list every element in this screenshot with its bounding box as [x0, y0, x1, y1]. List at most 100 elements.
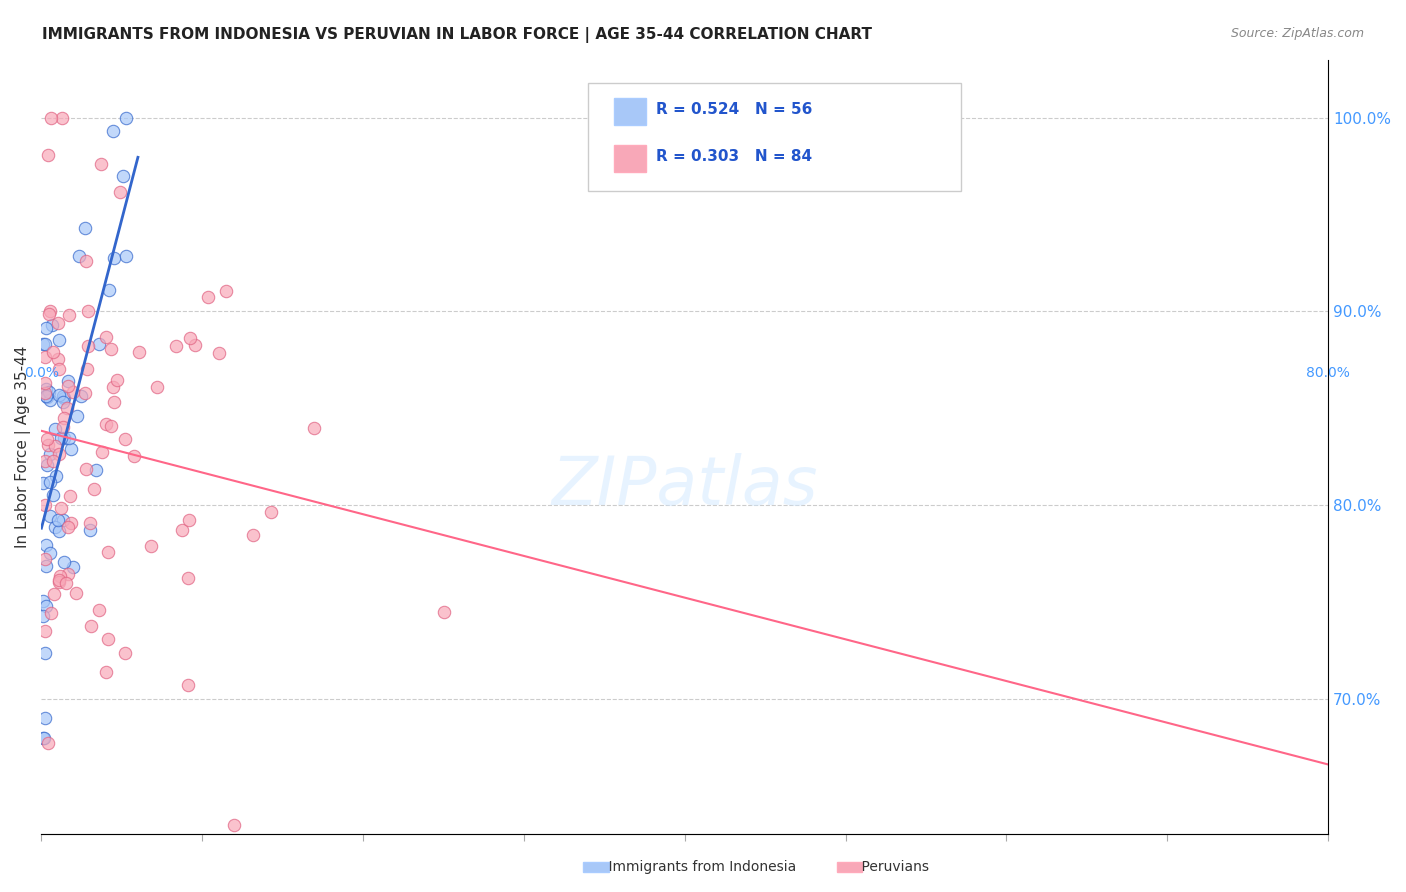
- Point: [59, 516, 82, 530]
- Point: [38, 508, 60, 523]
- Point: [170, 523, 193, 537]
- Point: [114, 433, 136, 447]
- Point: [52, 395, 75, 409]
- Point: [35, 321, 58, 335]
- Point: [32, 609, 55, 624]
- Text: ZIPatlas: ZIPatlas: [551, 453, 818, 519]
- Point: [42, 587, 65, 601]
- Point: [48, 447, 70, 461]
- Point: [35, 389, 58, 403]
- Point: [42, 454, 65, 468]
- Point: [79, 516, 101, 531]
- Point: [52, 420, 75, 434]
- Point: [52, 513, 75, 527]
- Point: [89, 336, 111, 351]
- Point: [39, 475, 62, 489]
- Point: [38, 392, 60, 407]
- Point: [58, 378, 80, 392]
- Point: [35, 458, 58, 472]
- Point: [114, 647, 136, 661]
- Point: [114, 249, 136, 263]
- Point: [79, 523, 101, 537]
- Point: [76, 362, 98, 376]
- Point: [35, 433, 58, 447]
- Point: [37, 736, 59, 750]
- Point: [224, 818, 246, 832]
- Point: [49, 569, 72, 583]
- Point: [44, 422, 66, 436]
- Point: [49, 431, 72, 445]
- Point: [304, 421, 326, 435]
- Point: [101, 124, 124, 138]
- Point: [75, 254, 97, 268]
- Point: [34, 454, 56, 468]
- Point: [146, 380, 169, 394]
- Point: [41, 606, 63, 620]
- Point: [46, 352, 69, 367]
- Point: [94, 417, 117, 431]
- Point: [66, 409, 89, 423]
- Point: [80, 619, 103, 633]
- Point: [96, 545, 118, 559]
- Point: [179, 331, 201, 345]
- Point: [46, 513, 69, 527]
- Y-axis label: In Labor Force | Age 35-44: In Labor Force | Age 35-44: [15, 346, 31, 549]
- Point: [73, 220, 96, 235]
- Point: [48, 361, 70, 376]
- Text: 80.0%: 80.0%: [1306, 366, 1350, 380]
- Point: [34, 382, 56, 396]
- Point: [39, 447, 62, 461]
- FancyBboxPatch shape: [614, 98, 647, 126]
- Point: [73, 386, 96, 401]
- Point: [34, 624, 56, 638]
- Point: [83, 482, 105, 496]
- Point: [177, 571, 200, 585]
- Point: [87, 603, 110, 617]
- Point: [70, 389, 93, 403]
- Point: [242, 528, 264, 542]
- Bar: [583, 862, 609, 872]
- Point: [177, 512, 200, 526]
- Point: [97, 632, 120, 647]
- Point: [94, 330, 117, 344]
- Bar: [837, 862, 862, 872]
- Point: [34, 711, 56, 725]
- Point: [77, 339, 100, 353]
- Text: IMMIGRANTS FROM INDONESIA VS PERUVIAN IN LABOR FORCE | AGE 35-44 CORRELATION CHA: IMMIGRANTS FROM INDONESIA VS PERUVIAN IN…: [42, 27, 872, 43]
- Point: [49, 500, 72, 515]
- Point: [35, 538, 58, 552]
- Point: [75, 462, 97, 476]
- Point: [48, 524, 70, 538]
- Point: [37, 147, 59, 161]
- Point: [34, 558, 56, 573]
- Point: [37, 438, 59, 452]
- Point: [128, 345, 150, 359]
- Point: [108, 186, 131, 200]
- Point: [53, 410, 76, 425]
- Point: [48, 574, 70, 588]
- FancyBboxPatch shape: [614, 145, 647, 172]
- Point: [60, 442, 83, 456]
- Point: [184, 337, 207, 351]
- Text: Source: ZipAtlas.com: Source: ZipAtlas.com: [1230, 27, 1364, 40]
- Point: [90, 156, 112, 170]
- Point: [39, 111, 62, 125]
- Point: [432, 605, 454, 619]
- Point: [52, 391, 75, 405]
- Point: [56, 567, 79, 582]
- Point: [53, 555, 76, 569]
- Point: [41, 344, 63, 359]
- Point: [76, 304, 98, 318]
- Point: [111, 169, 134, 184]
- Point: [59, 489, 82, 503]
- Point: [84, 463, 107, 477]
- Point: [208, 346, 231, 360]
- Point: [32, 731, 55, 745]
- Point: [100, 342, 122, 356]
- Point: [38, 304, 60, 318]
- Point: [90, 445, 112, 459]
- Point: [62, 560, 84, 574]
- Point: [197, 290, 219, 304]
- Text: 0.0%: 0.0%: [24, 366, 59, 380]
- Point: [48, 388, 70, 402]
